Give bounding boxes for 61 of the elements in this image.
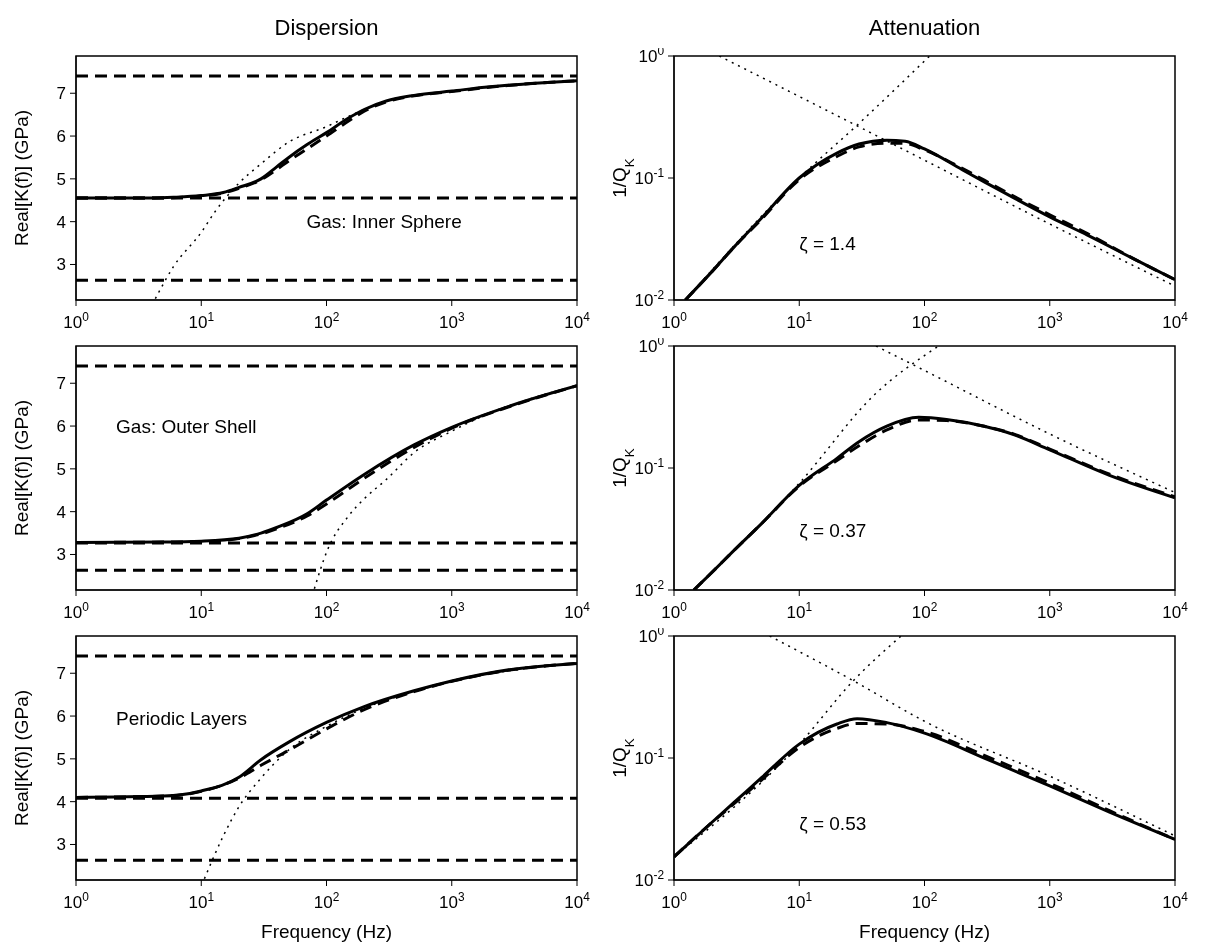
x-tick-label: 10$^{3}$ (1036, 310, 1063, 332)
annotation: ζ = 0.37 (799, 520, 867, 543)
y-tick-label: 7 (56, 374, 66, 394)
x-tick-label: 10$^{4}$ (1162, 600, 1189, 622)
y-axis-title: Real[K(f)] (GPa) (11, 689, 32, 827)
y-tick-label: 7 (56, 84, 66, 104)
x-tick-label: 10$^{1}$ (786, 310, 813, 332)
y-tick-label: 10$^{-2}$ (634, 288, 665, 310)
x-tick-label: 10$^{2}$ (911, 310, 938, 332)
x-tick-label: 10$^{1}$ (786, 890, 813, 912)
x-tick-label: 10$^{0}$ (661, 600, 688, 622)
y-tick-label: 5 (56, 459, 66, 479)
x-tick-label: 10$^{3}$ (1036, 600, 1063, 622)
x-tick-label: 10$^{4}$ (564, 600, 591, 622)
x-tick-label: 10$^{2}$ (313, 600, 340, 622)
annotation: Gas: Inner Sphere (306, 210, 462, 233)
y-tick-label: 6 (56, 417, 66, 437)
y-axis-title: Real[K(f)] (GPa) (11, 399, 32, 537)
annotation: Gas: Outer Shell (116, 415, 257, 438)
x-tick-label: 10$^{2}$ (911, 600, 938, 622)
y-axis-title: Real[K(f)] (GPa) (11, 109, 32, 247)
x-tick-label: 10$^{3}$ (438, 600, 465, 622)
x-tick-label: 10$^{4}$ (564, 890, 591, 912)
y-tick-label: 3 (56, 255, 66, 275)
x-tick-label: 10$^{2}$ (911, 890, 938, 912)
annotation: ζ = 0.53 (799, 812, 867, 835)
x-tick-label: 10$^{3}$ (438, 890, 465, 912)
chart-title: Dispersion (273, 14, 380, 42)
x-tick-label: 10$^{3}$ (1036, 890, 1063, 912)
x-tick-label: 10$^{1}$ (188, 310, 215, 332)
x-tick-label: 10$^{3}$ (438, 310, 465, 332)
x-tick-label: 10$^{2}$ (313, 890, 340, 912)
x-tick-label: 10$^{1}$ (188, 600, 215, 622)
x-tick-label: 10$^{4}$ (1162, 890, 1189, 912)
x-tick-label: 10$^{4}$ (564, 310, 591, 332)
y-tick-label: 10$^{-2}$ (634, 868, 665, 890)
x-tick-label: 10$^{2}$ (313, 310, 340, 332)
y-tick-label: 10$^{-1}$ (634, 746, 665, 768)
x-tick-label: 10$^{4}$ (1162, 310, 1189, 332)
y-tick-label: 7 (56, 664, 66, 684)
x-axis-title: Frequency (Hz) (859, 921, 990, 942)
x-axis-title: Frequency (Hz) (261, 921, 392, 942)
y-tick-label: 4 (56, 792, 66, 812)
y-tick-label: 6 (56, 707, 66, 727)
y-tick-label: 5 (56, 749, 66, 769)
y-tick-label: 10$^{-1}$ (634, 456, 665, 478)
x-tick-label: 10$^{1}$ (786, 600, 813, 622)
chart-title: Attenuation (868, 15, 981, 40)
y-tick-label: 3 (56, 545, 66, 565)
x-tick-label: 10$^{0}$ (661, 890, 688, 912)
y-tick-label: 5 (56, 169, 66, 189)
annotation: Periodic Layers (116, 707, 248, 730)
y-tick-label: 3 (56, 835, 66, 855)
y-tick-label: 4 (56, 212, 66, 232)
annotation: ζ = 1.4 (799, 232, 856, 255)
y-tick-label: 10$^{-2}$ (634, 578, 665, 600)
y-tick-label: 6 (56, 127, 66, 147)
x-tick-label: 10$^{1}$ (188, 890, 215, 912)
y-tick-label: 10$^{-1}$ (634, 166, 665, 188)
x-tick-label: 10$^{0}$ (661, 310, 688, 332)
y-tick-label: 4 (56, 502, 66, 522)
